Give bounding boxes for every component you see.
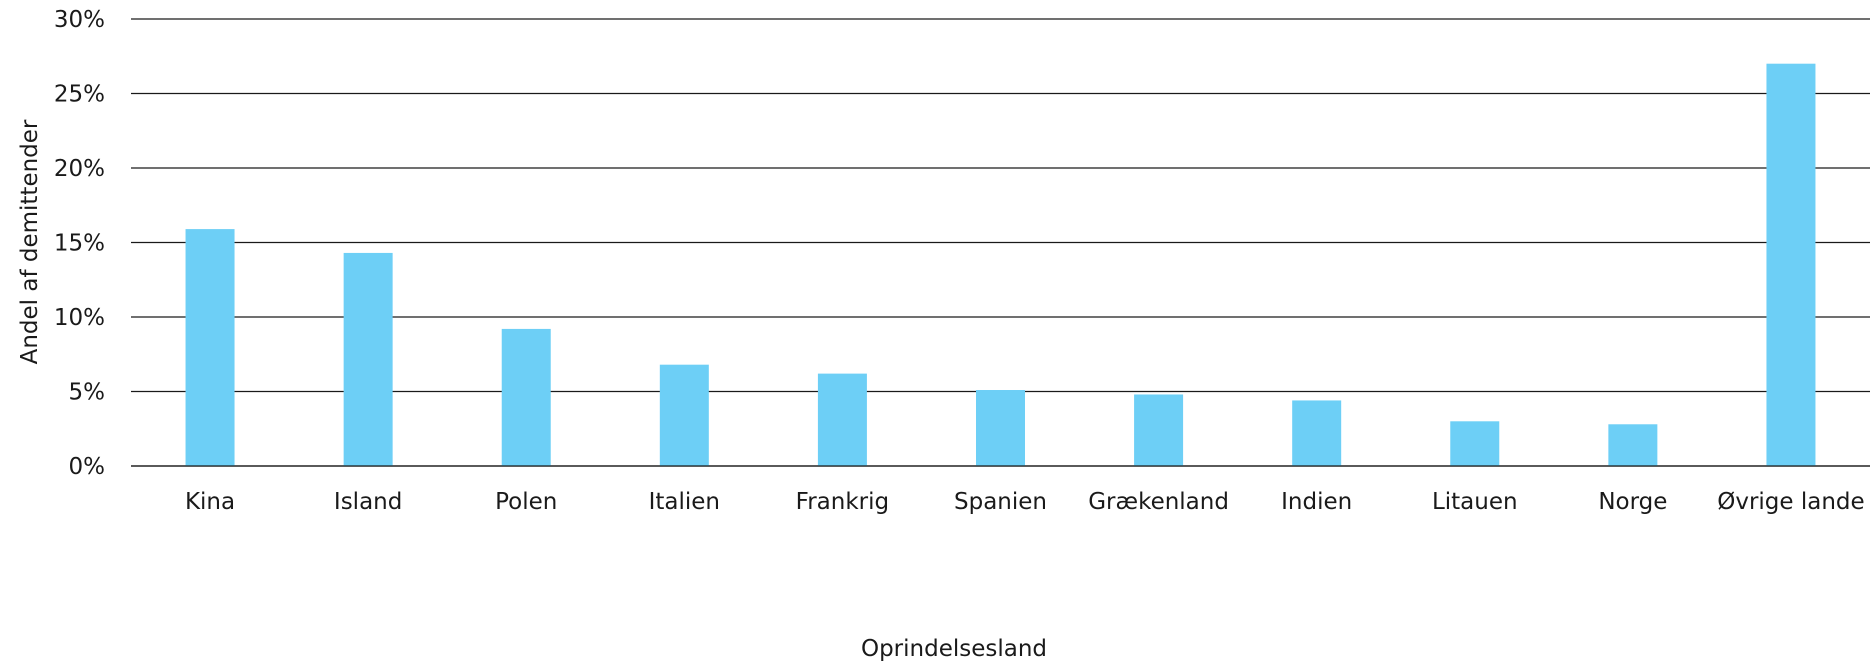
x-tick-label: Kina: [185, 489, 235, 515]
y-tick-label: 15%: [54, 231, 105, 257]
y-tick-label: 0%: [69, 454, 106, 480]
y-axis-title: Andel af demittender: [17, 119, 43, 364]
x-tick-label: Indien: [1281, 489, 1352, 515]
x-tick-label: Italien: [649, 489, 720, 515]
bar: [817, 373, 867, 466]
y-tick-label: 5%: [69, 380, 106, 406]
x-tick-label: Spanien: [954, 489, 1047, 515]
bar: [343, 252, 393, 466]
x-tick-labels: Kina Island Polen Italien Frankrig Spanien Græ…: [185, 489, 1865, 515]
bar: [976, 390, 1025, 466]
bar: [1292, 400, 1342, 466]
x-tick-label: Grækenland: [1088, 489, 1229, 515]
bar: [659, 364, 709, 466]
x-tick-label: Norge: [1598, 489, 1667, 515]
y-tick-label: 10%: [54, 305, 105, 331]
y-tick-label: 20%: [54, 156, 105, 182]
x-tick-label: Frankrig: [796, 489, 889, 515]
x-tick-label: Litauen: [1432, 489, 1518, 515]
bars: [185, 63, 1816, 466]
x-tick-label: Polen: [495, 489, 557, 515]
bar: [1134, 394, 1184, 466]
x-tick-label: Island: [334, 489, 402, 515]
y-tick-labels: 0% 5% 10% 15% 20% 25% 30%: [54, 7, 105, 480]
bar: [1450, 421, 1500, 466]
bar: [185, 229, 235, 466]
x-tick-label: Øvrige lande: [1717, 489, 1864, 515]
gridlines: [131, 18, 1870, 467]
bar: [1766, 63, 1816, 466]
y-tick-label: 25%: [54, 82, 105, 108]
x-axis-title: Oprindelsesland: [861, 636, 1047, 662]
bar: [501, 328, 551, 466]
bar: [1608, 424, 1658, 466]
y-tick-label: 30%: [54, 7, 105, 33]
